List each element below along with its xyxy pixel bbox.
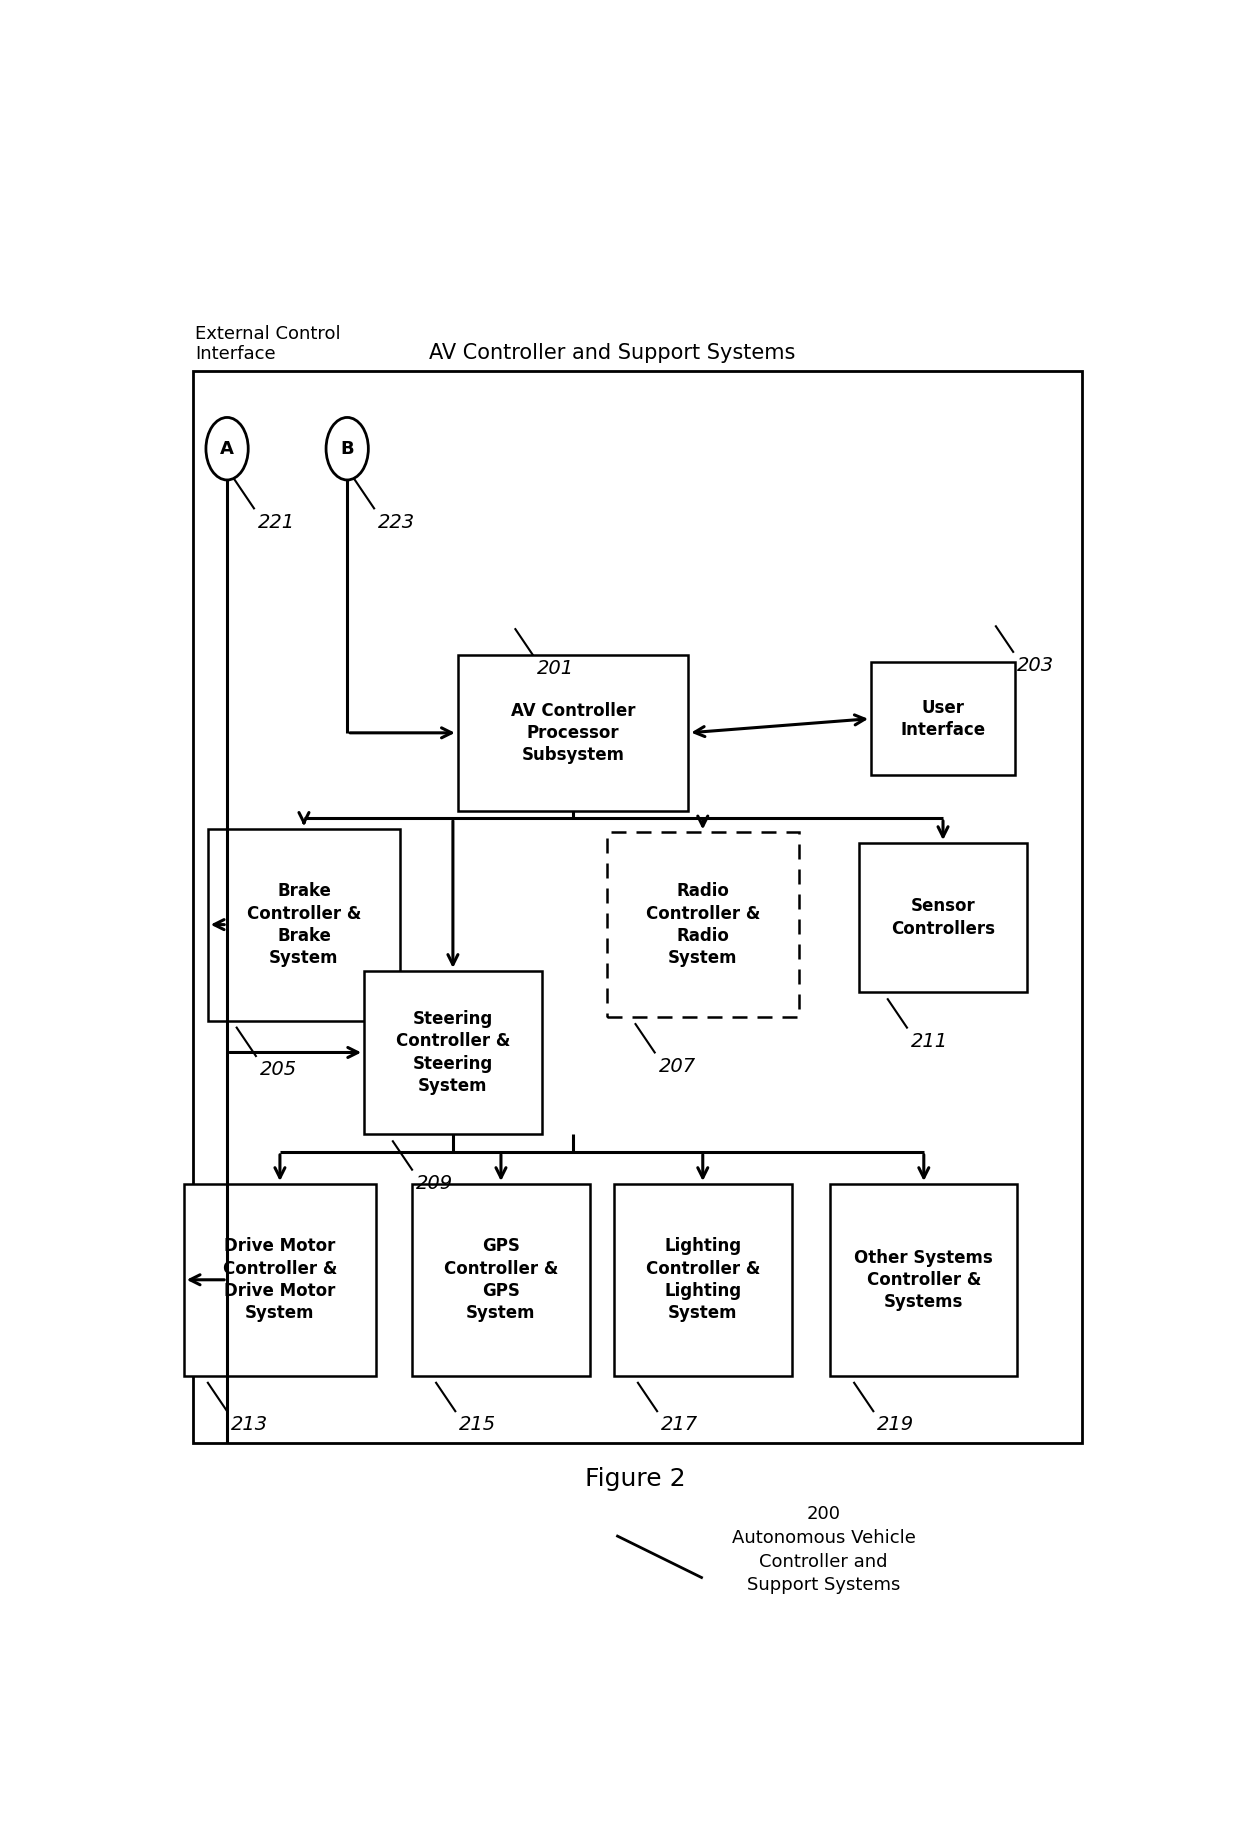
Text: 217: 217 — [661, 1415, 698, 1434]
FancyBboxPatch shape — [870, 662, 1016, 775]
Text: 221: 221 — [258, 513, 295, 531]
FancyBboxPatch shape — [193, 371, 1083, 1443]
FancyBboxPatch shape — [614, 1184, 791, 1376]
Text: Brake
Controller &
Brake
System: Brake Controller & Brake System — [247, 882, 361, 967]
Text: 203: 203 — [1017, 657, 1054, 675]
Text: Radio
Controller &
Radio
System: Radio Controller & Radio System — [646, 882, 760, 967]
Text: 201: 201 — [537, 659, 574, 677]
Text: Lighting
Controller &
Lighting
System: Lighting Controller & Lighting System — [646, 1238, 760, 1323]
Text: 205: 205 — [259, 1061, 296, 1079]
FancyBboxPatch shape — [859, 843, 1027, 993]
Text: 211: 211 — [911, 1031, 947, 1052]
Text: Figure 2: Figure 2 — [585, 1467, 686, 1491]
Text: 223: 223 — [378, 513, 415, 531]
Text: GPS
Controller &
GPS
System: GPS Controller & GPS System — [444, 1238, 558, 1323]
FancyBboxPatch shape — [412, 1184, 590, 1376]
Text: 219: 219 — [877, 1415, 914, 1434]
Text: 213: 213 — [231, 1415, 268, 1434]
Text: AV Controller and Support Systems: AV Controller and Support Systems — [429, 343, 795, 363]
Text: Other Systems
Controller &
Systems: Other Systems Controller & Systems — [854, 1249, 993, 1312]
Text: 215: 215 — [459, 1415, 496, 1434]
FancyBboxPatch shape — [606, 832, 799, 1017]
Text: User
Interface: User Interface — [900, 699, 986, 738]
Text: External Control
Interface: External Control Interface — [196, 325, 341, 363]
FancyBboxPatch shape — [458, 655, 688, 812]
Text: 209: 209 — [415, 1173, 453, 1194]
Text: B: B — [341, 439, 353, 458]
Text: 200
Autonomous Vehicle
Controller and
Support Systems: 200 Autonomous Vehicle Controller and Su… — [732, 1506, 915, 1594]
FancyBboxPatch shape — [184, 1184, 376, 1376]
Text: Drive Motor
Controller &
Drive Motor
System: Drive Motor Controller & Drive Motor Sys… — [223, 1238, 337, 1323]
Text: Sensor
Controllers: Sensor Controllers — [892, 897, 994, 937]
FancyBboxPatch shape — [365, 970, 542, 1135]
Text: AV Controller
Processor
Subsystem: AV Controller Processor Subsystem — [511, 701, 635, 764]
FancyBboxPatch shape — [830, 1184, 1018, 1376]
FancyBboxPatch shape — [208, 828, 401, 1020]
Text: Steering
Controller &
Steering
System: Steering Controller & Steering System — [396, 1011, 510, 1094]
Text: A: A — [221, 439, 234, 458]
Text: 207: 207 — [658, 1057, 696, 1076]
